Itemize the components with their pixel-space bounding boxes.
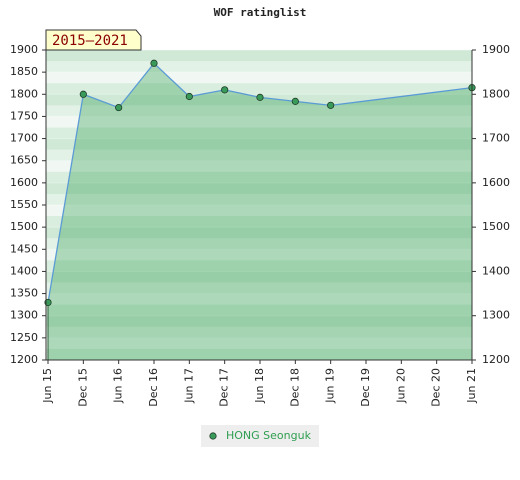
background-band xyxy=(46,205,472,217)
legend-item: HONG Seonguk xyxy=(201,425,319,447)
annotation-box xyxy=(45,29,142,51)
background-band xyxy=(46,260,472,272)
background-band xyxy=(46,50,472,62)
background-band xyxy=(46,304,472,317)
background-band xyxy=(46,326,472,339)
legend-label: HONG Seonguk xyxy=(226,429,312,442)
y-tick-label: 1250 xyxy=(10,331,38,344)
background-band xyxy=(46,216,472,228)
y2-tick-label: 1900 xyxy=(482,43,510,56)
background-band xyxy=(46,282,472,295)
y-tick-label: 1450 xyxy=(10,242,38,255)
annotation-text: 2015–2021 xyxy=(52,33,128,49)
x-tick-label: Jun 15 xyxy=(41,368,54,404)
background-band xyxy=(46,227,472,239)
y-tick-label: 1750 xyxy=(10,109,38,122)
legend-box xyxy=(201,425,319,447)
background-band xyxy=(46,61,472,73)
background-band xyxy=(46,348,472,361)
background-band xyxy=(46,182,472,195)
x-tick-label: Jun 20 xyxy=(394,368,407,404)
background-band xyxy=(46,171,472,184)
line xyxy=(47,62,473,303)
y-tick-label: 1600 xyxy=(10,176,38,189)
background-band xyxy=(46,193,472,206)
x-tick-label: Dec 15 xyxy=(76,368,89,407)
point xyxy=(115,103,123,112)
background-band xyxy=(46,315,472,328)
x-tick-label: Jun 16 xyxy=(112,368,125,404)
background-band xyxy=(46,72,472,84)
x-tick-label: Jun 17 xyxy=(182,368,195,404)
background-band xyxy=(46,249,472,261)
x-tick-label: Dec 17 xyxy=(218,368,231,407)
x-tick-label: Dec 20 xyxy=(430,368,443,407)
y2-tick-label: 1600 xyxy=(482,176,510,189)
x-tick-label: Jun 19 xyxy=(324,368,337,404)
y-tick-label: 1400 xyxy=(10,264,38,277)
y2-tick-label: 1300 xyxy=(482,309,510,322)
point xyxy=(185,92,193,101)
background-band xyxy=(46,149,472,162)
background-band xyxy=(46,116,472,128)
background-band xyxy=(46,293,472,306)
annotation: 2015–2021 xyxy=(45,29,142,51)
point xyxy=(327,101,335,109)
point xyxy=(221,86,229,94)
background-band xyxy=(46,105,472,117)
y-tick-label: 1200 xyxy=(10,353,38,366)
x-tick-label: Jun 18 xyxy=(253,368,266,404)
y-tick-label: 1500 xyxy=(10,220,38,233)
background-band xyxy=(46,271,472,283)
y2-tick-label: 1500 xyxy=(482,220,510,233)
chart-title: WOF ratinglist xyxy=(214,6,307,19)
y-tick-label: 1650 xyxy=(10,154,38,167)
y2-tick-label: 1800 xyxy=(482,87,510,100)
y2-tick-label: 1400 xyxy=(482,264,510,277)
y-tick-label: 1300 xyxy=(10,309,38,322)
background-band xyxy=(46,238,472,250)
point xyxy=(256,93,264,101)
y-tick-label: 1350 xyxy=(10,287,38,300)
y2-tick-label: 1700 xyxy=(482,132,510,145)
y-tick-label: 1700 xyxy=(10,132,38,145)
background-band xyxy=(46,337,472,350)
y2-tick-label: 1200 xyxy=(482,353,510,366)
y-tick-label: 1850 xyxy=(10,65,38,78)
legend-marker xyxy=(209,432,217,440)
x-tick-label: Jun 21 xyxy=(465,368,478,404)
background-band xyxy=(46,138,472,151)
x-tick-label: Dec 16 xyxy=(147,368,160,407)
x-tick-label: Dec 18 xyxy=(288,368,301,407)
point xyxy=(150,59,158,67)
area xyxy=(48,63,472,361)
y-tick-label: 1800 xyxy=(10,87,38,100)
background-band xyxy=(46,160,472,173)
point xyxy=(291,97,299,105)
point xyxy=(79,90,87,98)
y-tick-label: 1550 xyxy=(10,198,38,211)
x-tick-label: Dec 19 xyxy=(359,368,372,407)
y-tick-label: 1900 xyxy=(10,43,38,56)
background-band xyxy=(46,127,472,140)
background-band xyxy=(46,83,472,95)
